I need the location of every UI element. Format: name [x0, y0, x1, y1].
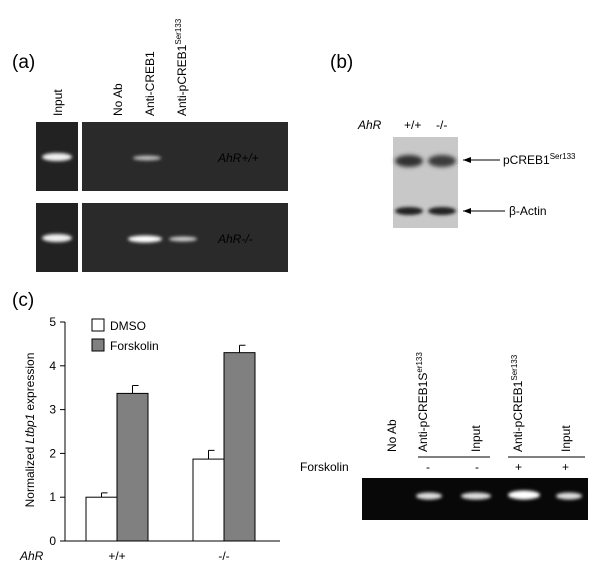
y-tick-label: 0	[49, 534, 56, 548]
arrowhead	[463, 208, 471, 214]
band-sup: Ser133	[550, 152, 576, 161]
lane-label: Anti-pCREB1Ser133	[510, 354, 525, 452]
genotype-label: +/+	[404, 118, 421, 132]
y-axis-label: Normalized Ltbp1 expression	[23, 353, 37, 508]
lane-label: No Ab	[111, 83, 125, 116]
band	[42, 234, 72, 242]
band	[556, 492, 582, 500]
legend-label: Forskolin	[110, 339, 159, 353]
y-label-text: expression	[23, 353, 37, 411]
y-tick-label: 5	[49, 315, 56, 329]
band	[428, 155, 456, 167]
bar	[192, 458, 225, 542]
bar-chart: Normalized Ltbp1 expression AhR 0 1 2 3 4 5 DMSO…	[19, 315, 280, 563]
lane-sup: Ser133	[510, 354, 519, 380]
band	[416, 492, 442, 500]
lane-text: Anti-pCREB1	[511, 380, 525, 452]
sign: +	[562, 460, 569, 474]
lane-label: No Ab	[385, 419, 399, 452]
bar	[85, 496, 118, 542]
gel	[82, 122, 288, 191]
band-label: β-Actin	[509, 204, 547, 218]
panel-label: (b)	[330, 52, 353, 73]
band	[395, 155, 423, 167]
band	[461, 492, 491, 500]
bar	[116, 392, 149, 542]
lane-label: Input	[51, 89, 65, 116]
error-bar	[239, 344, 246, 353]
lane-label: Anti-pCREB1Ser133	[415, 352, 430, 452]
lane-label: Input	[559, 425, 573, 452]
y-label-text: Normalized	[23, 447, 37, 508]
sign: -	[426, 460, 430, 474]
bar	[223, 352, 256, 542]
genotype-label: -/-	[436, 118, 447, 132]
band-label: pCREB1Ser133	[503, 152, 576, 167]
lane-sup: er133	[415, 352, 424, 373]
treatment-label: Forskolin	[300, 460, 349, 474]
error-bar	[101, 492, 108, 498]
lane-sup: Ser133	[174, 18, 183, 44]
row-label: AhR+/+	[217, 151, 259, 165]
band	[133, 155, 161, 161]
row-label: AhR-/-	[217, 232, 253, 246]
band	[428, 207, 456, 215]
y-tick-label: 1	[49, 490, 56, 504]
error-bar	[132, 385, 139, 394]
panel-label: (a)	[12, 52, 35, 73]
legend-label: DMSO	[110, 319, 146, 333]
y-tick-label: 2	[49, 446, 56, 460]
error-bar	[208, 449, 215, 460]
x-axis-label: AhR	[19, 549, 44, 563]
y-label-italic: Ltbp1	[23, 414, 37, 444]
x-tick-label: -/-	[218, 549, 229, 563]
lane-text: Anti-pCREB1	[175, 44, 189, 116]
y-tick-label: 3	[49, 403, 56, 417]
x-tick-label: +/+	[108, 549, 125, 563]
gene-label: AhR	[357, 118, 382, 132]
arrowhead	[463, 157, 471, 163]
legend-swatch	[91, 338, 105, 352]
sign: -	[475, 460, 479, 474]
band-text: pCREB1	[503, 153, 550, 167]
legend-swatch	[91, 318, 105, 332]
lane-label: Input	[469, 425, 483, 452]
y-tick-label: 4	[49, 359, 56, 373]
band	[508, 490, 540, 500]
band	[169, 236, 197, 242]
band	[42, 153, 72, 161]
sign: +	[515, 460, 522, 474]
lane-label: Anti-pCREB1Ser133	[174, 18, 189, 116]
panel-label: (c)	[12, 290, 34, 311]
lane-label: Anti-CREB1	[143, 51, 157, 116]
band	[128, 235, 162, 243]
band	[395, 207, 423, 215]
lane-text: Anti-pCREB1S	[416, 373, 430, 452]
